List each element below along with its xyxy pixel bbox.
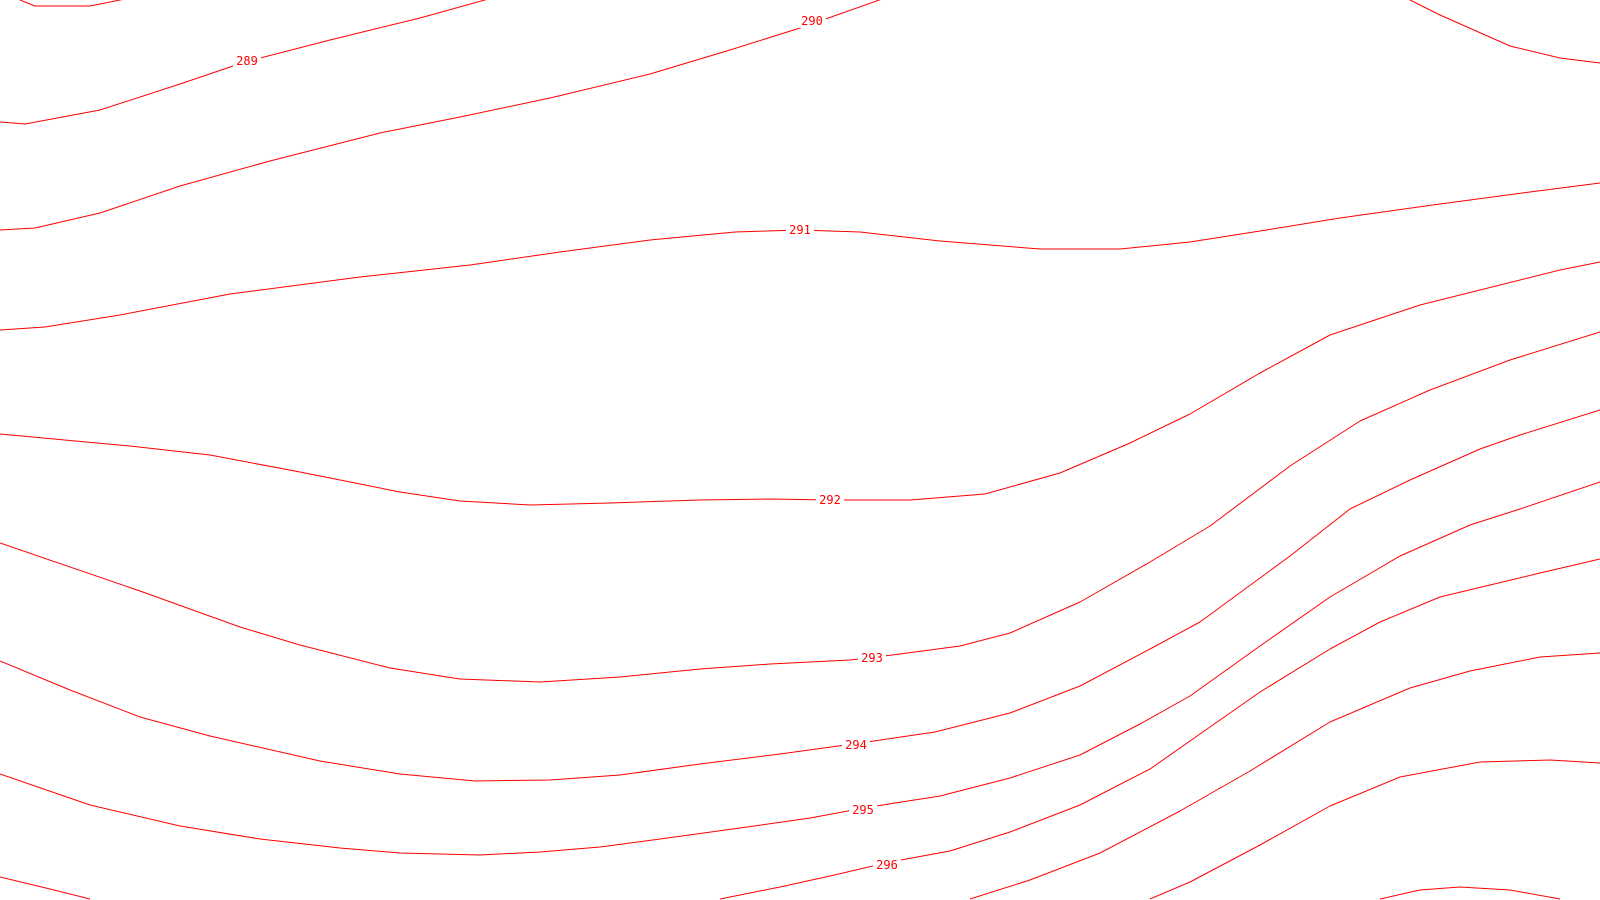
contour-line [969,652,1600,900]
contour-line-291 [0,182,1600,331]
contour-line-293 [0,331,1600,683]
contour-line [1149,759,1600,900]
contour-label-text: 292 [819,493,841,507]
contour-label-text: 296 [876,858,898,872]
contour-label-text: 291 [789,223,811,237]
contour-label-text: 290 [801,14,823,28]
contour-label-text: 289 [236,54,258,68]
contour-line-partial-topright [1409,0,1600,64]
contour-label-text: 293 [861,651,883,665]
contour-line-partial-bottomright [1379,886,1561,900]
contour-labels: 289 290 291 292 293 294 [233,14,901,872]
contour-label-text: 294 [845,738,867,752]
contour-line-partial-topleft [19,0,123,7]
contour-label-291: 291 [786,223,814,237]
contour-line-296 [719,558,1600,900]
contour-label-290: 290 [798,14,826,28]
contour-label-294: 294 [842,738,870,752]
contour-label-289: 289 [233,54,261,68]
contour-label-293: 293 [858,651,886,665]
contour-line-294 [0,409,1600,782]
contour-line [0,261,1600,506]
contour-label-295: 295 [849,803,877,817]
contour-line-295 [0,481,1600,856]
contour-line [0,0,881,231]
contour-label-292: 292 [816,493,844,507]
contour-line-partial-bottomleft [0,876,91,900]
contour-label-296: 296 [873,858,901,872]
contour-line-289 [0,0,487,125]
contour-label-text: 295 [852,803,874,817]
